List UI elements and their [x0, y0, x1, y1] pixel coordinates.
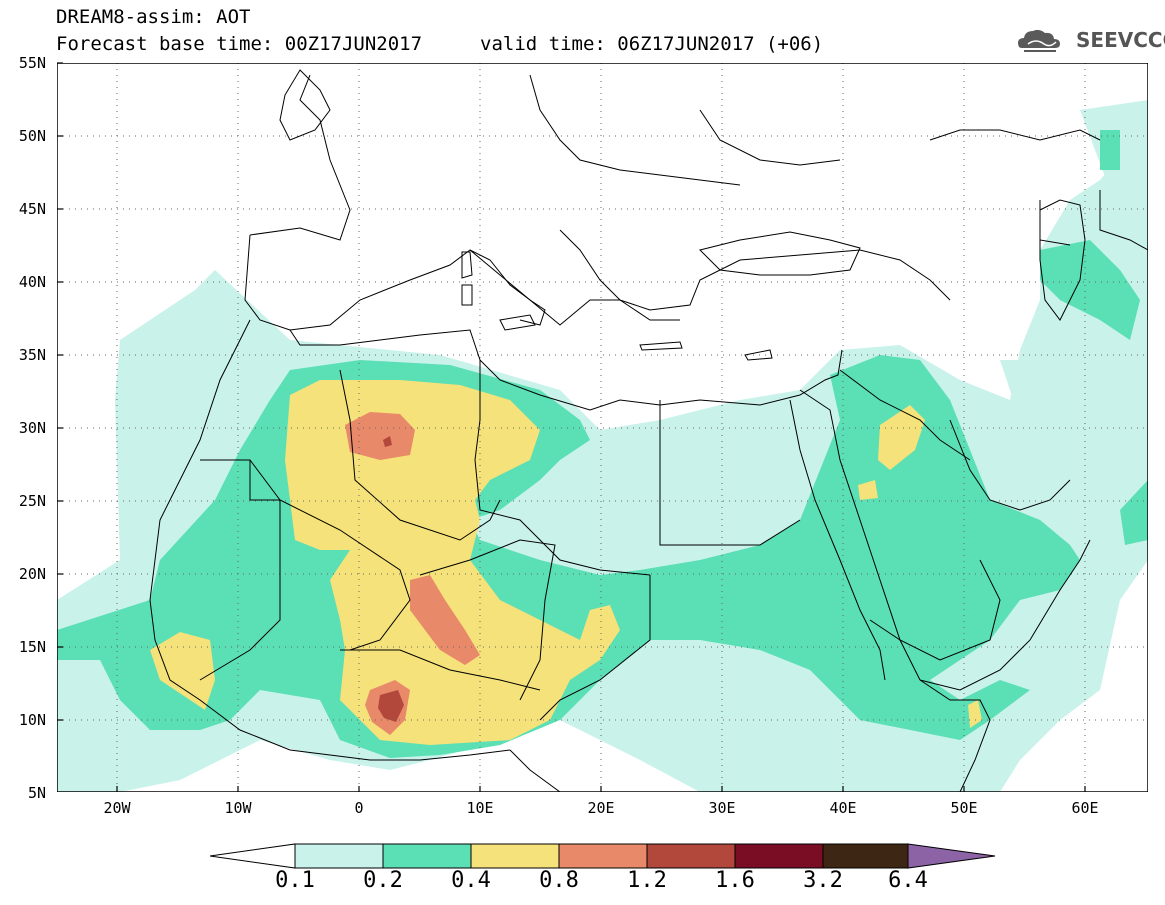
lat-label-45n: 45N — [18, 200, 46, 218]
lon-label-30e: 30E — [708, 799, 736, 817]
lat-label-35n: 35N — [18, 346, 46, 364]
lat-label-25n: 25N — [18, 492, 46, 510]
aot-band-0-8 — [345, 412, 480, 735]
colorbar-label-3: 0.8 — [539, 868, 579, 893]
colorbar-label-7: 6.4 — [888, 868, 928, 893]
lat-label-50n: 50N — [18, 127, 46, 145]
aot-band-1-2 — [378, 436, 404, 722]
lat-label-55n: 55N — [18, 54, 46, 72]
lat-label-30n: 30N — [18, 419, 46, 437]
forecast-base-time: Forecast base time: 00Z17JUN2017 — [56, 33, 423, 55]
colorbar-swatch-5 — [734, 843, 824, 869]
logo-text: SEEVCCC — [1076, 28, 1165, 52]
lon-label-0: 0 — [354, 799, 364, 817]
aot-band-0-4 — [150, 380, 982, 745]
lat-label-5n: 5N — [27, 784, 46, 802]
colorbar-label-5: 1.6 — [715, 868, 755, 893]
lon-label-20w: 20W — [103, 799, 131, 817]
colorbar-label-0: 0.1 — [275, 868, 315, 893]
lon-label-20e: 20E — [587, 799, 615, 817]
colorbar-swatch-2 — [470, 843, 560, 869]
colorbar-under-arrow — [209, 843, 296, 869]
valid-time: valid time: 06Z17JUN2017 (+06) — [480, 33, 824, 55]
colorbar-label-2: 0.4 — [451, 868, 491, 893]
lat-label-10n: 10N — [18, 711, 46, 729]
colorbar-swatch-6 — [822, 843, 909, 869]
coastlines-borders — [149, 69, 1148, 792]
lat-label-15n: 15N — [18, 638, 46, 656]
lat-label-20n: 20N — [18, 565, 46, 583]
colorbar-swatch-1 — [382, 843, 472, 869]
lon-label-40e: 40E — [829, 799, 857, 817]
colorbar-label-4: 1.2 — [627, 868, 667, 893]
lon-label-60e: 60E — [1071, 799, 1099, 817]
lat-label-40n: 40N — [18, 273, 46, 291]
colorbar-label-6: 3.2 — [803, 868, 843, 893]
colorbar-label-1: 0.2 — [363, 868, 403, 893]
colorbar-swatch-4 — [646, 843, 736, 869]
axis-ticks — [57, 62, 1086, 792]
map-title: DREAM8-assim: AOT — [56, 6, 251, 28]
seevccc-cloud-logo-icon — [1018, 29, 1060, 52]
colorbar-swatch-3 — [558, 843, 648, 869]
lon-label-10w: 10W — [224, 799, 252, 817]
lon-label-10e: 10E — [466, 799, 494, 817]
colorbar-swatch-0 — [294, 843, 384, 869]
colorbar — [209, 843, 996, 869]
lon-label-50e: 50E — [950, 799, 978, 817]
colorbar-over-arrow — [907, 843, 996, 869]
